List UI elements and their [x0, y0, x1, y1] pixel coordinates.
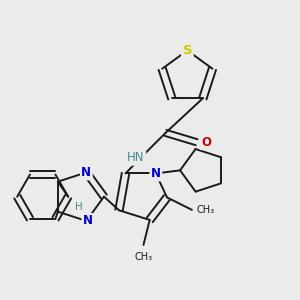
Text: HN: HN	[127, 151, 145, 164]
Text: CH₃: CH₃	[197, 205, 215, 215]
Text: N: N	[151, 167, 161, 180]
Text: N: N	[81, 166, 91, 179]
Text: O: O	[201, 136, 211, 149]
Text: S: S	[182, 44, 192, 57]
Text: N: N	[83, 214, 93, 227]
Text: CH₃: CH₃	[134, 252, 153, 262]
Text: H: H	[75, 202, 83, 212]
